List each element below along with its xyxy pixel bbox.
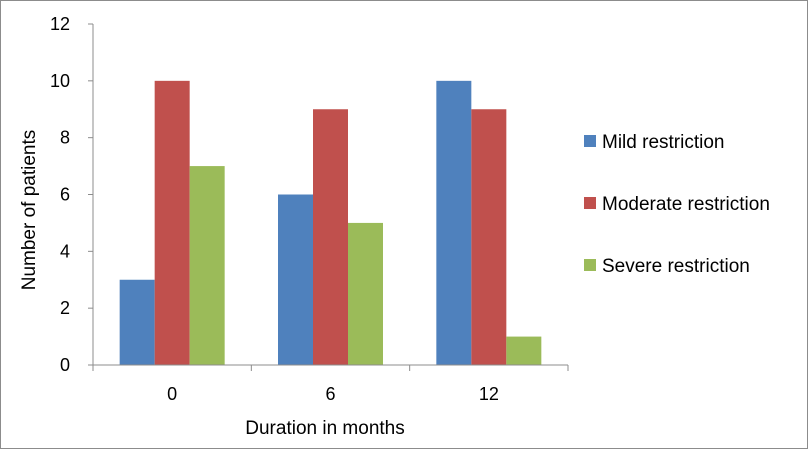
legend-label: Severe restriction [602,256,750,277]
bar-moderate-restriction-6 [313,109,348,365]
legend: Mild restriction Moderate restriction Seve… [584,132,770,277]
legend-swatch [584,197,596,209]
bar-mild-restriction-0 [119,279,155,365]
bar-moderate-restriction-0 [154,80,190,365]
x-ticks-group: 0 6 12 [92,365,569,404]
y-tick-label: 8 [60,128,70,148]
y-tick-label: 10 [50,71,70,91]
bar-severe-restriction-12 [506,336,542,365]
bars-group [119,80,542,365]
bar-moderate-restriction-12 [471,109,507,365]
y-tick-label: 12 [50,14,70,34]
y-tick-label: 6 [60,185,70,205]
x-tick-label: 6 [325,384,335,404]
legend-swatch [584,135,596,147]
y-tick-label: 2 [60,298,70,318]
y-ticks-group: 0 2 4 6 8 10 12 [50,14,93,375]
y-tick-label: 0 [60,355,70,375]
bar-severe-restriction-6 [348,222,383,365]
bar-mild-restriction-12 [436,80,472,365]
legend-label: Moderate restriction [602,194,770,215]
bar-mild-restriction-6 [278,194,313,365]
y-axis-title: Number of patients [19,130,40,291]
bar-severe-restriction-0 [189,166,225,365]
legend-swatch [584,259,596,271]
y-tick-label: 4 [60,241,70,261]
x-tick-label: 12 [479,384,499,404]
legend-label: Mild restriction [602,132,724,153]
x-tick-label: 0 [167,384,177,404]
x-axis-title: Duration in months [245,418,404,439]
